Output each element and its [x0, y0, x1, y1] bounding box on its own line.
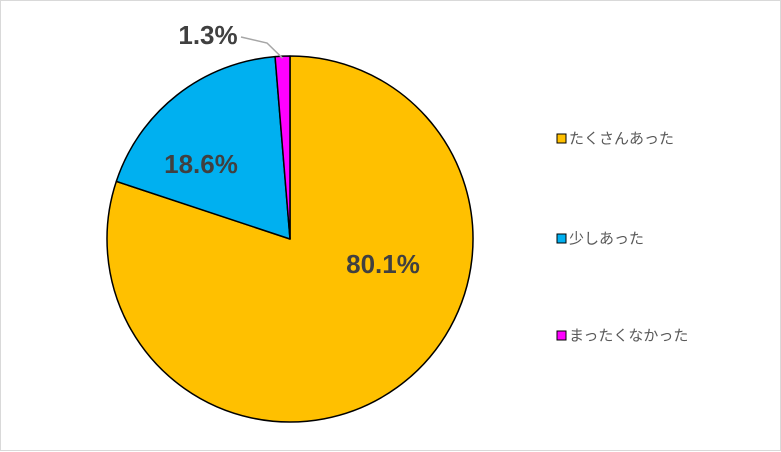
legend-label-3: まったくなかった: [569, 327, 688, 345]
legend-swatch-3: [556, 330, 567, 341]
pie-slice-3: [274, 55, 291, 240]
leader-line: [240, 36, 284, 59]
pie-slice-1: [106, 55, 474, 423]
data-label-3: 1.3%: [178, 20, 237, 50]
pie-slice-2: [115, 55, 291, 240]
data-label-1: 80.1%: [346, 249, 420, 279]
data-labels: 80.1% 18.6% 1.3%: [164, 20, 420, 279]
legend-swatch-1: [556, 133, 567, 144]
pie-slices: [106, 55, 474, 423]
data-label-2: 18.6%: [164, 149, 238, 179]
legend-swatch-2: [556, 233, 567, 244]
legend-label-2: 少しあった: [569, 230, 644, 248]
legend-label-1: たくさんあった: [569, 130, 674, 148]
